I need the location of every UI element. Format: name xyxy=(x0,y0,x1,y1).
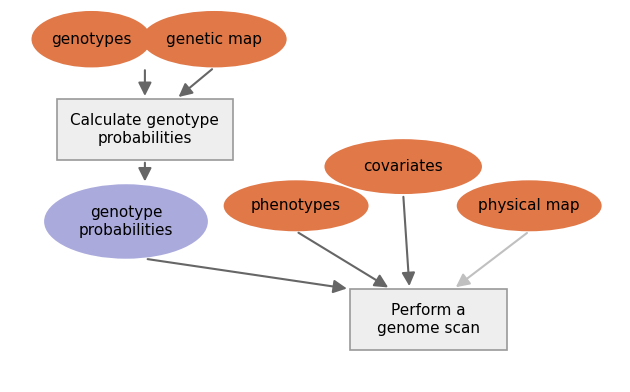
Text: covariates: covariates xyxy=(364,159,443,174)
Text: phenotypes: phenotypes xyxy=(251,198,341,213)
Ellipse shape xyxy=(44,184,208,259)
FancyBboxPatch shape xyxy=(57,99,233,160)
Text: genetic map: genetic map xyxy=(166,32,262,47)
Text: Calculate genotype
probabilities: Calculate genotype probabilities xyxy=(71,113,219,145)
FancyBboxPatch shape xyxy=(350,289,507,350)
Text: physical map: physical map xyxy=(478,198,580,213)
Text: genotype
probabilities: genotype probabilities xyxy=(79,205,173,238)
Text: genotypes: genotypes xyxy=(51,32,132,47)
Ellipse shape xyxy=(324,139,482,194)
Text: Perform a
genome scan: Perform a genome scan xyxy=(377,303,480,336)
Ellipse shape xyxy=(457,180,602,231)
Ellipse shape xyxy=(142,11,287,67)
Ellipse shape xyxy=(32,11,151,67)
Ellipse shape xyxy=(224,180,369,231)
